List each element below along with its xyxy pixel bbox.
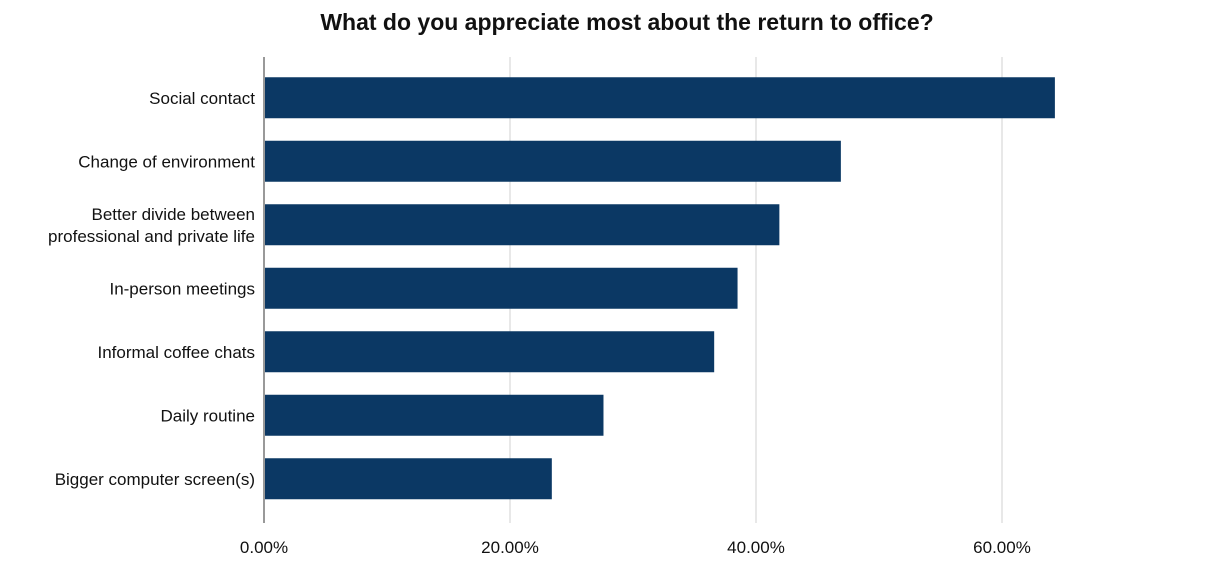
bar	[265, 140, 841, 182]
x-tick-label: 20.00%	[481, 538, 539, 557]
x-tick-label: 40.00%	[727, 538, 785, 557]
chart-title: What do you appreciate most about the re…	[320, 9, 933, 35]
category-label: Daily routine	[161, 406, 256, 425]
bars	[265, 77, 1055, 500]
category-label: Change of environment	[78, 152, 255, 171]
bar	[265, 77, 1055, 119]
bar	[265, 204, 780, 246]
bar	[265, 458, 552, 500]
category-label: Informal coffee chats	[98, 343, 256, 362]
category-label: Better divide between professional and pr…	[48, 205, 255, 246]
bar	[265, 267, 738, 309]
bar	[265, 331, 715, 373]
bar	[265, 394, 604, 436]
x-tick-label: 0.00%	[240, 538, 288, 557]
category-label: Social contact	[149, 89, 255, 108]
category-labels: Social contact Change of environment Bette…	[48, 89, 255, 489]
x-tick-label: 60.00%	[973, 538, 1031, 557]
category-label: Bigger computer screen(s)	[55, 470, 255, 489]
category-label: In-person meetings	[109, 279, 255, 298]
x-tick-labels: 0.00% 20.00% 40.00% 60.00%	[240, 538, 1031, 557]
